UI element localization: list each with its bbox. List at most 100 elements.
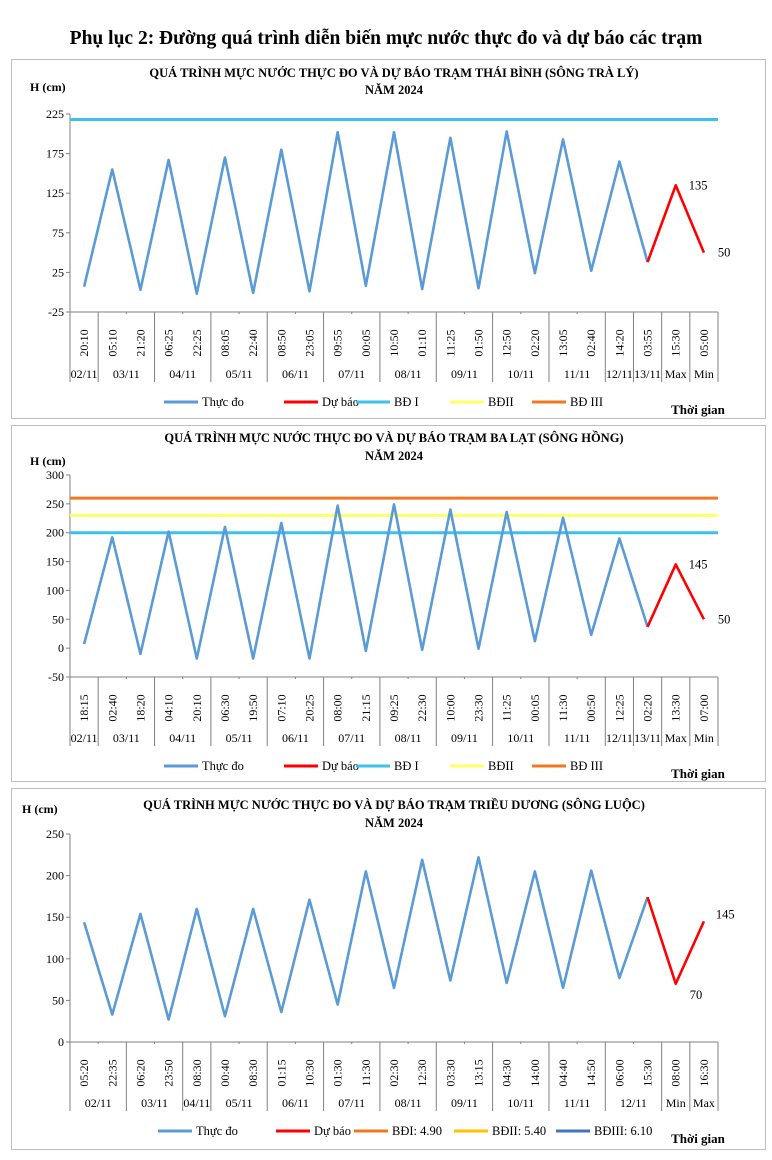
x-time-label: 22:30 bbox=[415, 694, 429, 721]
y-tick-label: 250 bbox=[46, 497, 64, 511]
x-date-label: 06/11 bbox=[282, 367, 309, 381]
x-time-label: 13:15 bbox=[472, 1059, 486, 1086]
x-time-label: 21:20 bbox=[133, 329, 147, 356]
chart-panel-trieu-duong: QUÁ TRÌNH MỰC NƯỚC THỰC ĐO VÀ DỰ BÁO TRẠ… bbox=[11, 788, 766, 1150]
x-date-label: 05/11 bbox=[226, 1096, 253, 1110]
x-date-label: 12/11 bbox=[606, 731, 633, 745]
x-time-label: 02:40 bbox=[105, 694, 119, 721]
x-time-label: 15:30 bbox=[669, 329, 683, 356]
x-date-label: Min bbox=[666, 1096, 686, 1110]
y-tick-label: -25 bbox=[48, 305, 64, 319]
y-tick-label: 300 bbox=[46, 468, 64, 482]
x-time-label: 22:35 bbox=[105, 1059, 119, 1086]
legend-label: Dự báo bbox=[322, 759, 359, 773]
x-time-label: 09:55 bbox=[331, 329, 345, 356]
y-tick-label: 0 bbox=[58, 641, 64, 655]
x-axis-label: Thời gian bbox=[671, 766, 726, 781]
x-time-label: 00:05 bbox=[359, 329, 373, 356]
chart-panel-thai-binh: QUÁ TRÌNH MỰC NƯỚC THỰC ĐO VÀ DỰ BÁO TRẠ… bbox=[11, 59, 766, 419]
x-time-label: 10:30 bbox=[302, 1059, 316, 1086]
x-time-label: 10:00 bbox=[443, 694, 457, 721]
x-time-label: 19:50 bbox=[246, 694, 260, 721]
legend-label: Dự báo bbox=[322, 395, 359, 409]
x-date-label: 03/11 bbox=[141, 1096, 168, 1110]
x-time-label: 18:15 bbox=[77, 694, 91, 721]
legend-label: Dự báo bbox=[314, 1124, 351, 1138]
y-tick-label: 100 bbox=[46, 583, 64, 597]
x-time-label: 04:40 bbox=[556, 1059, 570, 1086]
chart-trieu-duong: QUÁ TRÌNH MỰC NƯỚC THỰC ĐO VÀ DỰ BÁO TRẠ… bbox=[22, 797, 735, 1146]
x-time-label: 04:10 bbox=[162, 694, 176, 721]
x-time-label: 12:30 bbox=[415, 1059, 429, 1086]
x-time-label: 08:30 bbox=[246, 1059, 260, 1086]
forecast-series-line bbox=[646, 183, 706, 263]
x-date-label: Min bbox=[694, 731, 714, 745]
x-axis-label: Thời gian bbox=[671, 402, 726, 417]
x-time-label: 02:20 bbox=[528, 329, 542, 356]
x-date-label: 08/11 bbox=[395, 1096, 422, 1110]
x-time-label: 03:30 bbox=[443, 1059, 457, 1086]
chart-title: QUÁ TRÌNH MỰC NƯỚC THỰC ĐO VÀ DỰ BÁO TRẠ… bbox=[164, 430, 623, 445]
x-time-label: 05:00 bbox=[697, 329, 711, 356]
legend-label: BĐ III bbox=[570, 395, 603, 409]
x-time-label: 02:20 bbox=[641, 694, 655, 721]
x-time-label: 18:20 bbox=[133, 694, 147, 721]
x-time-label: 23:30 bbox=[472, 694, 486, 721]
y-tick-label: 200 bbox=[46, 869, 64, 883]
x-date-label: 04/11 bbox=[169, 367, 196, 381]
forecast-series-line bbox=[646, 563, 706, 628]
x-date-label: 02/11 bbox=[71, 731, 98, 745]
x-date-label: 09/11 bbox=[451, 731, 478, 745]
x-time-label: 08:00 bbox=[331, 694, 345, 721]
y-tick-label: 175 bbox=[46, 147, 64, 161]
y-tick-label: 50 bbox=[52, 993, 64, 1007]
forecast-data-label: 145 bbox=[689, 557, 708, 571]
x-time-label: 12:25 bbox=[612, 694, 626, 721]
x-time-label: 01:15 bbox=[274, 1059, 288, 1086]
x-time-label: 08:50 bbox=[274, 329, 288, 356]
x-time-label: 05:20 bbox=[77, 1059, 91, 1086]
legend-label: Thực đo bbox=[202, 759, 244, 773]
x-time-label: 06:00 bbox=[612, 1059, 626, 1086]
chart-title: QUÁ TRÌNH MỰC NƯỚC THỰC ĐO VÀ DỰ BÁO TRẠ… bbox=[143, 797, 645, 812]
chart-subtitle: NĂM 2024 bbox=[365, 449, 424, 463]
forecast-data-label: 50 bbox=[718, 612, 731, 626]
x-date-label: 04/11 bbox=[169, 731, 196, 745]
x-time-label: 20:10 bbox=[77, 329, 91, 356]
y-tick-label: 100 bbox=[46, 952, 64, 966]
y-axis-label: H (cm) bbox=[30, 80, 66, 94]
y-tick-label: 0 bbox=[58, 1035, 64, 1049]
x-time-label: 11:30 bbox=[359, 1060, 373, 1087]
y-axis-label: H (cm) bbox=[22, 802, 58, 816]
legend-label: Thực đo bbox=[196, 1124, 238, 1138]
x-date-label: 11/11 bbox=[564, 1096, 590, 1110]
x-time-label: 13:05 bbox=[556, 329, 570, 356]
x-date-label: 08/11 bbox=[395, 731, 422, 745]
x-time-label: 14:20 bbox=[612, 329, 626, 356]
x-time-label: 22:25 bbox=[190, 329, 204, 356]
x-time-label: 14:50 bbox=[584, 1059, 598, 1086]
x-date-label: 05/11 bbox=[226, 367, 253, 381]
chart-subtitle: NĂM 2024 bbox=[365, 816, 424, 830]
x-date-label: 13/11 bbox=[634, 731, 661, 745]
legend-label: BĐII: 5.40 bbox=[492, 1124, 546, 1138]
x-date-label: 03/11 bbox=[113, 731, 140, 745]
x-time-label: 00:05 bbox=[528, 694, 542, 721]
x-time-label: 06:30 bbox=[218, 694, 232, 721]
x-time-label: 11:25 bbox=[443, 330, 457, 357]
x-date-label: 09/11 bbox=[451, 367, 478, 381]
observed-series-line bbox=[82, 855, 649, 1021]
x-time-label: 06:25 bbox=[162, 329, 176, 356]
x-time-label: 20:25 bbox=[302, 694, 316, 721]
forecast-data-label: 70 bbox=[690, 988, 703, 1002]
legend-label: BĐ I bbox=[394, 395, 419, 409]
x-time-label: 22:40 bbox=[246, 329, 260, 356]
y-tick-label: 150 bbox=[46, 910, 64, 924]
x-time-label: 03:55 bbox=[641, 329, 655, 356]
x-date-label: 12/11 bbox=[620, 1096, 647, 1110]
legend-label: BĐII bbox=[488, 759, 514, 773]
x-time-label: 16:30 bbox=[697, 1059, 711, 1086]
x-time-label: 00:50 bbox=[584, 694, 598, 721]
legend-label: Thực đo bbox=[202, 395, 244, 409]
forecast-series-line bbox=[646, 896, 706, 986]
